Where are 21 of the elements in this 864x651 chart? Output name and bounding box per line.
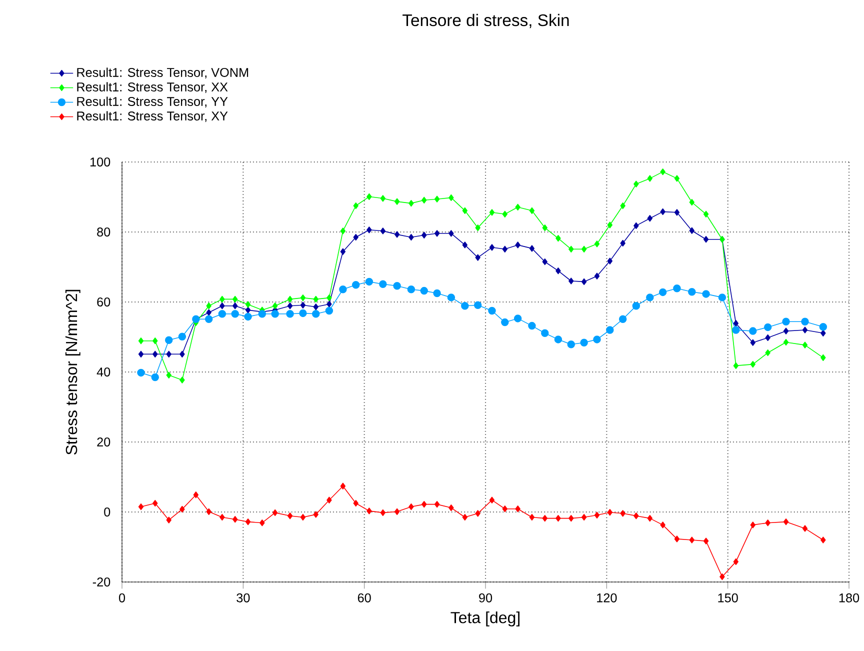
x-tick-label: 120 xyxy=(597,593,617,602)
y-tick-label: 60 xyxy=(97,298,110,306)
legend-label: Result1: Stress Tensor, VONM xyxy=(77,68,248,78)
x-tick-label: 60 xyxy=(358,593,371,602)
legend-label: Result1: Stress Tensor, XY xyxy=(77,111,228,122)
y-axis-title: Stress tensor [N/mm^2] xyxy=(65,290,80,455)
y-tick-label: 40 xyxy=(96,368,110,376)
y-tick-label: 100 xyxy=(90,158,110,166)
x-tick-label: 0 xyxy=(118,593,126,602)
x-tick-label: 180 xyxy=(839,593,860,602)
chart-title: Tensore di stress, Skin xyxy=(402,14,569,28)
x-tick-label: 150 xyxy=(718,593,738,602)
y-tick-label: 80 xyxy=(97,228,110,236)
x-tick-label: 90 xyxy=(479,593,492,602)
legend-label: Result1: Stress Tensor, YY xyxy=(77,96,228,108)
x-axis-title: Teta [deg] xyxy=(450,612,520,626)
y-tick-label: 0 xyxy=(104,508,110,516)
y-tick-label: -20 xyxy=(92,578,110,586)
y-tick-label: 20 xyxy=(97,438,110,446)
legend-label: Result1: Stress Tensor, XX xyxy=(77,82,228,93)
x-tick-label: 30 xyxy=(236,593,250,602)
